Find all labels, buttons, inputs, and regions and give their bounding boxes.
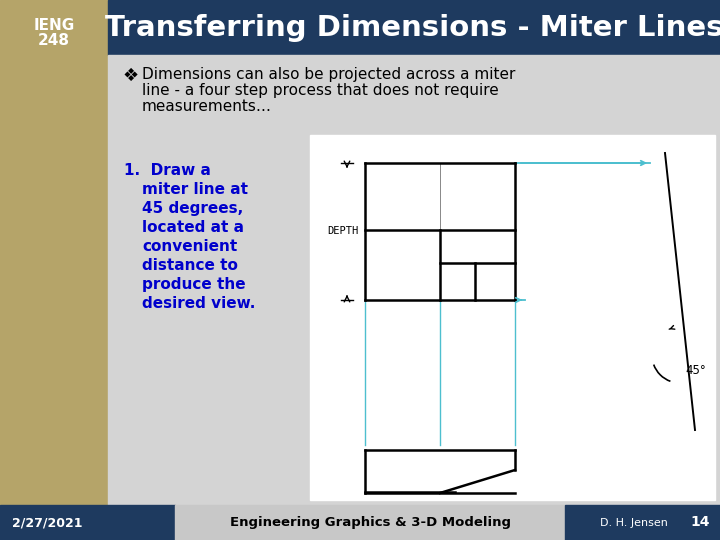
- Text: 1.  Draw a: 1. Draw a: [124, 163, 211, 178]
- Text: distance to: distance to: [142, 258, 238, 273]
- Text: 45 degrees,: 45 degrees,: [142, 201, 243, 216]
- Text: 248: 248: [38, 33, 70, 48]
- Text: measurements…: measurements…: [142, 99, 272, 114]
- Bar: [565, 505, 720, 540]
- Text: miter line at: miter line at: [142, 182, 248, 197]
- Text: produce the: produce the: [142, 277, 246, 292]
- Text: DEPTH: DEPTH: [328, 226, 359, 237]
- Bar: [0, 505, 175, 540]
- Bar: [0, 0, 108, 540]
- Text: ❖: ❖: [122, 67, 138, 85]
- Bar: [108, 0, 720, 55]
- Bar: [175, 505, 565, 540]
- Text: IENG: IENG: [33, 18, 75, 33]
- Text: line - a four step process that does not require: line - a four step process that does not…: [142, 83, 499, 98]
- Text: D. H. Jensen: D. H. Jensen: [600, 517, 668, 528]
- Text: 14: 14: [690, 516, 710, 530]
- Text: Dimensions can also be projected across a miter: Dimensions can also be projected across …: [142, 67, 516, 82]
- Text: Transferring Dimensions - Miter Lines: Transferring Dimensions - Miter Lines: [104, 14, 720, 42]
- Text: convenient: convenient: [142, 239, 238, 254]
- Text: desired view.: desired view.: [142, 296, 256, 311]
- Bar: [108, 55, 720, 505]
- Text: 45°: 45°: [685, 363, 706, 376]
- Bar: [310, 135, 715, 500]
- Text: 2/27/2021: 2/27/2021: [12, 516, 83, 529]
- Text: located at a: located at a: [142, 220, 244, 235]
- Text: Engineering Graphics & 3-D Modeling: Engineering Graphics & 3-D Modeling: [230, 516, 510, 529]
